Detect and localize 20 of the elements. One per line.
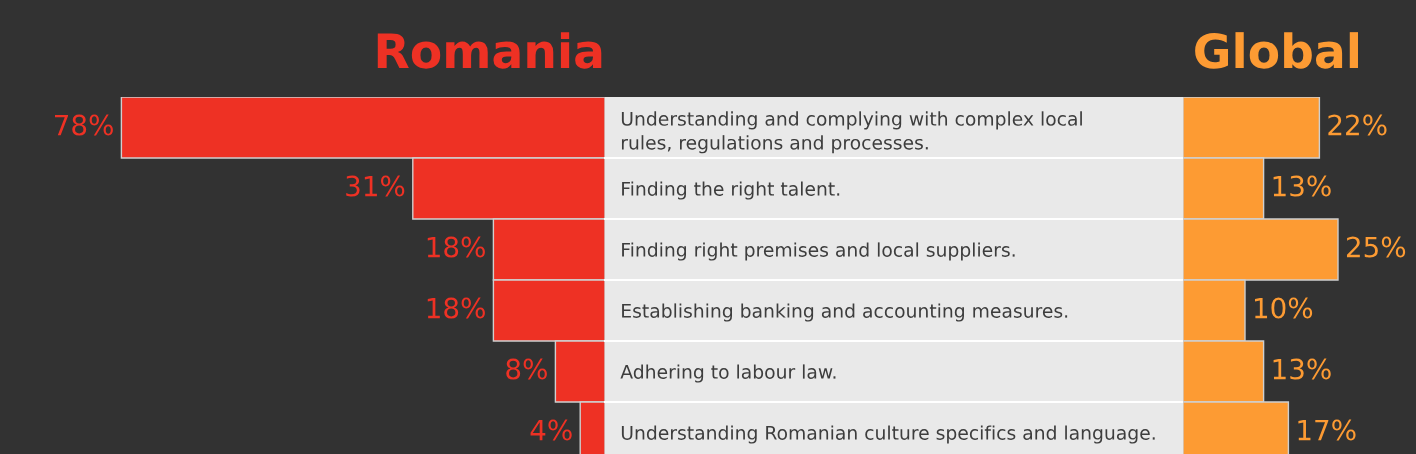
data-label: 13%: [1273, 175, 1331, 197]
y-tick-label: Establishing banking and accounting measures.: [622, 303, 1068, 322]
chart-title: Romania: [377, 32, 602, 69]
data-label: 25%: [1346, 236, 1406, 258]
data-label: 8%: [506, 358, 547, 380]
data-label: 18%: [427, 236, 485, 258]
y-tick-label: Finding right premises and local suppliers.: [622, 242, 1015, 261]
data-label: 13%: [1273, 358, 1331, 380]
y-tick-label: Understanding and complying with complex local rules, regulations and processes.: [621, 111, 1082, 154]
y-tick-label: Understanding Romanian culture specifics and language.: [621, 425, 1155, 444]
data-label: 10%: [1255, 297, 1313, 319]
y-tick-label: Finding the right talent.: [622, 181, 840, 200]
data-label: 18%: [427, 297, 485, 319]
y-tick-label: Adhering to labour law.: [620, 364, 836, 383]
data-label: 31%: [346, 175, 405, 197]
data-label: 78%: [54, 114, 113, 136]
data-label: 17%: [1298, 419, 1356, 441]
chart-title: Global: [1195, 32, 1359, 69]
data-label: 22%: [1328, 114, 1387, 136]
data-label: 4%: [530, 419, 572, 441]
